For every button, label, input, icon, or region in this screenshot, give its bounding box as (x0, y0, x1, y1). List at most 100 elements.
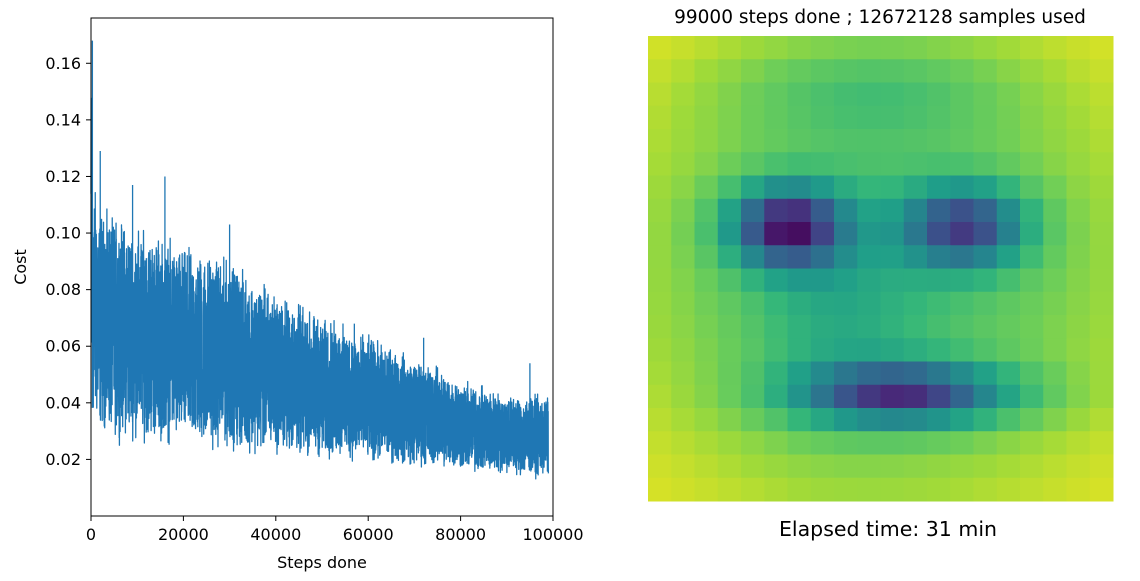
heatmap-cell (927, 361, 951, 386)
heatmap-cell (834, 59, 858, 83)
heatmap-cell (880, 175, 905, 200)
heatmap-cell (741, 361, 765, 386)
heatmap-cell (694, 222, 719, 246)
heatmap-cell (1020, 291, 1044, 316)
heatmap-cell (880, 129, 905, 153)
heatmap-cell (1066, 222, 1091, 246)
heatmap-cell (741, 268, 765, 293)
heatmap-cell (950, 245, 974, 269)
heatmap-cell (648, 338, 672, 362)
heatmap-cell (903, 152, 928, 176)
heatmap-cell (1020, 245, 1044, 269)
heatmap-cell (741, 82, 765, 107)
heatmap-cell (717, 82, 742, 107)
heatmap-cell (1020, 82, 1044, 107)
heatmap-cell (1043, 361, 1067, 386)
heatmap-cell (764, 82, 788, 107)
heatmap-cell (810, 222, 835, 246)
heatmap-cell (857, 408, 881, 432)
heatmap-cell (764, 338, 788, 362)
heatmap-cell (810, 268, 835, 293)
heatmap-cell (973, 245, 998, 269)
heatmap-cell (787, 198, 812, 223)
heatmap-cell (1089, 175, 1114, 200)
heatmap-cell (927, 59, 951, 83)
heatmap-cell (996, 291, 1021, 316)
heatmap-cell (880, 384, 905, 409)
heatmap-cell (717, 198, 742, 223)
heatmap-cell (996, 59, 1021, 83)
x-tick-label: 100000 (522, 525, 583, 544)
heatmap-cell (694, 105, 719, 130)
heatmap-cell (648, 291, 672, 316)
x-tick-label: 20000 (158, 525, 209, 544)
heatmap-cell (1089, 268, 1114, 293)
heatmap-cell (927, 198, 951, 223)
heatmap-cell (950, 59, 974, 83)
heatmap-cells (648, 36, 1114, 502)
heatmap-cell (787, 222, 812, 246)
x-axis-ticks: 0 20000 40000 60000 80000 100000 (86, 516, 584, 544)
heatmap-cell (834, 408, 858, 432)
heatmap-cell (694, 198, 719, 223)
heatmap-cell (950, 477, 974, 502)
heatmap-cell (787, 152, 812, 176)
y-axis-ticks: 0.02 0.04 0.06 0.08 0.10 0.12 0.14 0.16 (45, 54, 91, 469)
y-tick-label: 0.02 (45, 450, 81, 469)
heatmap-cell (857, 198, 881, 223)
heatmap-cell (903, 175, 928, 200)
heatmap-cell (1066, 361, 1091, 386)
heatmap-cell (880, 291, 905, 316)
heatmap-cell (857, 454, 881, 479)
heatmap-cell (810, 129, 835, 153)
heatmap-cell (903, 338, 928, 362)
y-axis-label: Cost (11, 249, 30, 285)
heatmap-cell (996, 198, 1021, 223)
heatmap-cell (694, 36, 719, 60)
heatmap-cell (1066, 431, 1091, 455)
heatmap-cell (648, 175, 672, 200)
heatmap-cell (1089, 477, 1114, 502)
heatmap-cell (903, 222, 928, 246)
heatmap-cell (764, 198, 788, 223)
heatmap-cell (1066, 315, 1091, 339)
heatmap-cell (1043, 36, 1067, 60)
heatmap-cell (950, 361, 974, 386)
heatmap-cell (1089, 105, 1114, 130)
heatmap-cell (694, 477, 719, 502)
heatmap-cell (857, 315, 881, 339)
heatmap-cell (648, 454, 672, 479)
heatmap-cell (810, 454, 835, 479)
heatmap-cell (1043, 105, 1067, 130)
heatmap-cell (671, 36, 695, 60)
heatmap-cell (996, 408, 1021, 432)
heatmap-cell (717, 361, 742, 386)
heatmap-cell (1089, 384, 1114, 409)
heatmap-cell (973, 454, 998, 479)
heatmap-cell (857, 222, 881, 246)
x-tick-label: 60000 (343, 525, 394, 544)
heatmap-cell (1066, 338, 1091, 362)
heatmap-cell (857, 105, 881, 130)
heatmap-cell (787, 338, 812, 362)
heatmap-cell (880, 82, 905, 107)
heatmap-cell (1020, 36, 1044, 60)
heatmap-cell (973, 361, 998, 386)
heatmap-cell (1066, 198, 1091, 223)
x-axis-label: Steps done (277, 553, 367, 572)
heatmap-cell (694, 315, 719, 339)
heatmap-cell (880, 198, 905, 223)
heatmap-cell (764, 245, 788, 269)
heatmap-cell (927, 338, 951, 362)
heatmap-cell (741, 36, 765, 60)
heatmap-cell (648, 408, 672, 432)
heatmap-cell (880, 477, 905, 502)
heatmap-cell (717, 408, 742, 432)
heatmap-cell (927, 268, 951, 293)
heatmap-cell (787, 82, 812, 107)
heatmap-cell (973, 152, 998, 176)
heatmap-cell (903, 431, 928, 455)
heatmap-cell (694, 175, 719, 200)
heatmap-cell (1020, 175, 1044, 200)
heatmap-cell (880, 245, 905, 269)
